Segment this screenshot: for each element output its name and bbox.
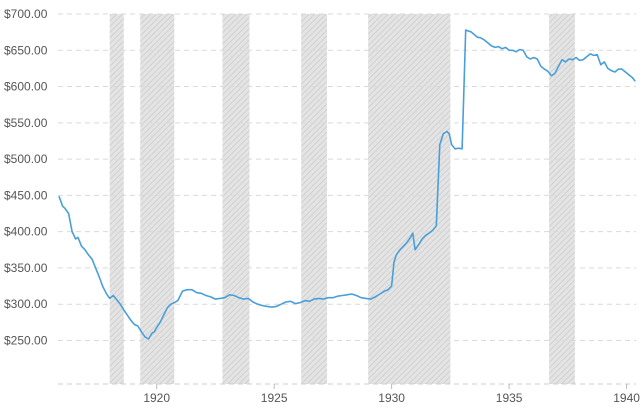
y-gridlines xyxy=(58,13,636,385)
recession-band-1 xyxy=(109,14,124,384)
y-tick-label: $550.00 xyxy=(4,116,48,130)
x-tick-label: 1920 xyxy=(143,391,170,405)
y-tick-label: $700.00 xyxy=(4,7,48,21)
recession-band-4 xyxy=(301,14,328,384)
y-tick-label: $400.00 xyxy=(4,225,48,239)
recession-band-2 xyxy=(140,14,175,384)
x-tick-label: 1940 xyxy=(613,391,640,405)
series-group xyxy=(58,29,636,340)
series-line-1 xyxy=(58,29,636,340)
y-tick-label: $450.00 xyxy=(4,188,48,202)
y-tick-label: $300.00 xyxy=(4,297,48,311)
y-tick-label: $250.00 xyxy=(4,333,48,347)
y-axis: $700.00 $650.00 $600.00 $550.00 $500.00 $450.… xyxy=(4,7,48,347)
y-tick-label: $650.00 xyxy=(4,43,48,57)
recession-bands xyxy=(109,14,575,384)
x-axis: 1920 1925 1930 1935 1940 xyxy=(143,384,640,405)
y-tick-label: $600.00 xyxy=(4,80,48,94)
recession-band-6 xyxy=(549,14,575,384)
x-tick-label: 1925 xyxy=(261,391,288,405)
x-tick-label: 1935 xyxy=(496,391,523,405)
recession-band-3 xyxy=(222,14,250,384)
x-tick-label: 1930 xyxy=(378,391,405,405)
y-tick-label: $500.00 xyxy=(4,152,48,166)
y-tick-label: $350.00 xyxy=(4,261,48,275)
